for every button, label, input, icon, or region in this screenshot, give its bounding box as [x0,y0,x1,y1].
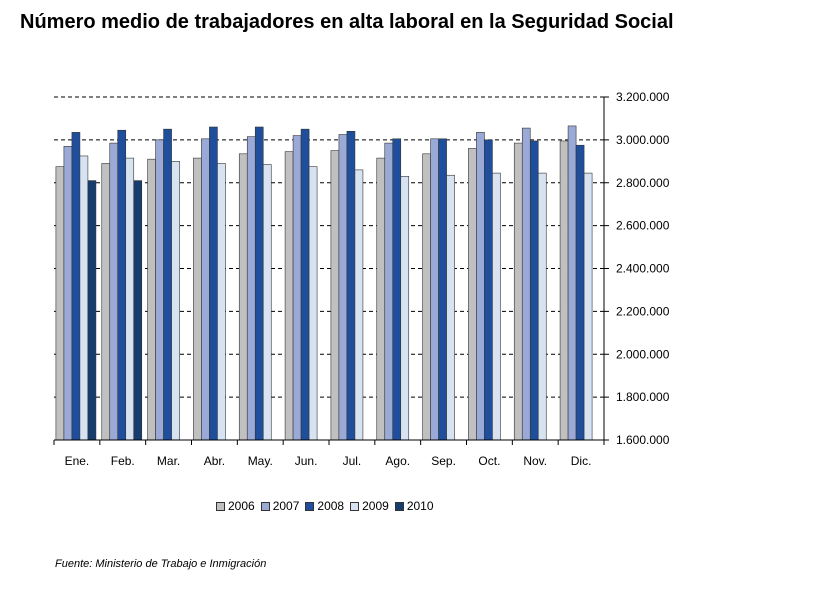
bar-2007-may [246,136,256,441]
source-note: Fuente: Ministerio de Trabajo e Inmigrac… [55,558,267,570]
bar-2009-dic [583,172,593,441]
bar-2007-ene [63,146,73,441]
y-tick-label: 3.200.000 [616,90,670,104]
bar-2007-feb [109,142,119,441]
legend-swatch [350,501,360,511]
gridlines [54,96,604,398]
bar-2009-jul [354,169,364,441]
bar-2009-nov [537,172,547,441]
bar-2007-sep [430,138,439,441]
bar-2008-sep [438,138,447,441]
bar-2008-mar [163,128,172,441]
bar-2007-abr [201,138,210,441]
bar-2006-may [238,153,248,441]
legend-item-2006: 2006 [216,499,255,513]
bar-2006-abr [193,157,202,441]
bar-2008-may [254,126,264,441]
legend-label: 2010 [406,499,434,513]
y-tick-label: 1.600.000 [616,433,670,447]
bar-2009-may [262,164,272,441]
bar-2009-jun [308,166,318,441]
bar-2007-ago [384,142,394,441]
bar-2006-ago [376,157,386,441]
bar-2007-jul [338,134,348,441]
y-tick-label: 2.000.000 [616,347,670,361]
legend-swatch [305,501,315,511]
x-tick-label: Feb. [111,454,135,468]
bar-2008-jun [300,128,310,441]
y-tick-label: 2.600.000 [616,219,670,233]
bar-2007-oct [476,132,485,441]
bar-2008-abr [209,126,218,441]
bar-2007-jun [292,135,302,441]
legend-label: 2009 [362,499,389,513]
bar-2006-feb [101,163,111,441]
y-tick-label: 1.800.000 [616,390,670,404]
legend-label: 2007 [272,499,300,513]
bar-2009-mar [171,161,180,441]
x-tick-label: Jul. [343,454,362,468]
legend-item-2007: 2007 [260,499,300,513]
y-tick-label: 2.800.000 [616,176,670,190]
y-axis-labels: 1.600.000 1.800.000 2.000.000 2.200.000 2.40… [616,90,670,447]
bar-2007-mar [155,139,164,441]
bar-2008-ene [71,132,81,441]
bar-2006-mar [147,158,156,441]
x-axis-labels: Ene. Feb. Mar. Abr. May. Jun. Jul. Ago. Sep. Oct.… [65,454,592,468]
bar-2009-ene [79,155,89,441]
bar-2006-jul [330,150,340,441]
legend-item-2010: 2010 [394,499,434,513]
legend-item-2008: 2008 [305,499,344,513]
legend-label: 2008 [317,499,345,513]
bar-2010-ene [87,180,97,441]
x-tick-label: Ene. [65,454,90,468]
axes [53,96,609,445]
bar-2009-feb [125,157,135,441]
bar-2008-feb [117,129,127,441]
y-tick-label: 2.400.000 [616,262,670,276]
bar-2006-oct [468,148,477,441]
bar-2008-ago [392,138,402,441]
legend: 2006 2007 2008 2009 2010 [216,499,440,513]
x-tick-label: May. [248,454,273,468]
chart-title: Número medio de trabajadores en alta lab… [20,11,674,33]
bar-2010-feb [133,180,143,441]
bar-2006-sep [422,153,431,441]
legend-swatch [260,501,270,511]
y-tick-label: 3.000.000 [616,133,670,147]
bar-2009-abr [217,163,226,441]
bar-2009-sep [446,174,455,441]
bar-2006-jun [284,151,294,441]
x-tick-label: Nov. [523,454,547,468]
bar-2006-nov [513,142,523,441]
bar-2008-jul [346,131,356,441]
bar-2007-dic [567,125,577,441]
x-tick-label: Jun. [295,454,318,468]
x-tick-label: Mar. [157,454,180,468]
x-tick-label: Abr. [204,454,225,468]
bar-2007-nov [521,127,531,441]
x-tick-label: Ago. [385,454,410,468]
legend-item-2009: 2009 [350,499,389,513]
x-tick-label: Dic. [571,454,592,468]
bar-2008-oct [484,139,493,441]
legend-swatch [394,501,404,511]
y-tick-label: 2.200.000 [616,304,670,318]
legend-label: 2006 [228,499,255,513]
bar-2006-ene [55,166,65,441]
x-tick-label: Sep. [431,454,456,468]
bar-2009-ago [400,176,410,441]
bar-2008-nov [529,140,539,441]
bar-2009-oct [492,172,501,441]
bars [55,125,593,441]
x-tick-label: Oct. [478,454,500,468]
bar-2006-dic [559,140,569,441]
legend-swatch [216,501,225,511]
bar-2008-dic [575,144,585,441]
